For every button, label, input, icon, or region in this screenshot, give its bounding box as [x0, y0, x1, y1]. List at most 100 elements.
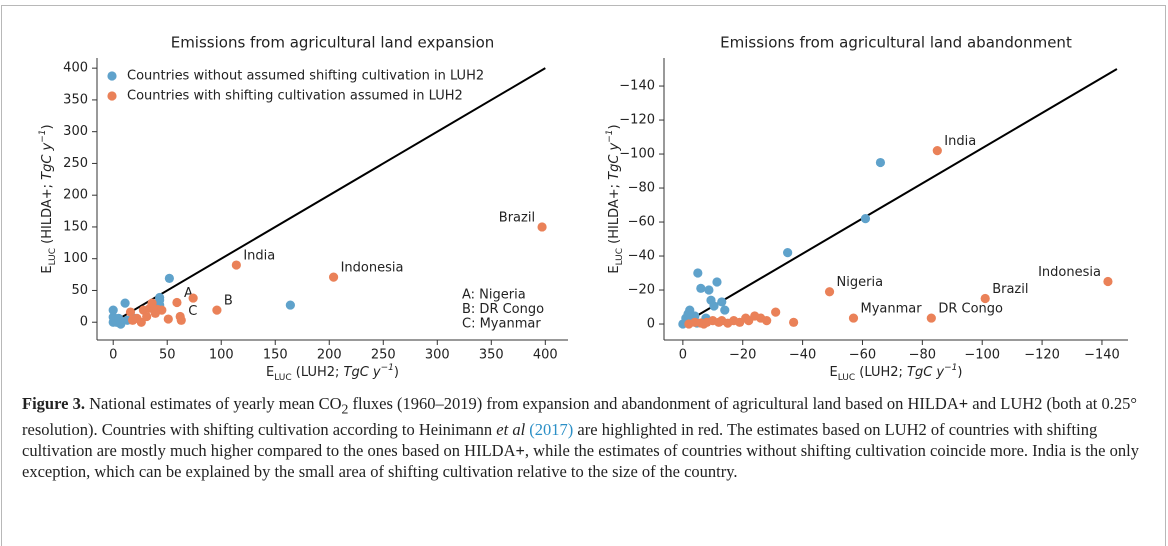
point-label: C — [188, 304, 197, 319]
y-tick-label: −120 — [619, 113, 655, 128]
x-axis-label-part: E — [830, 365, 838, 380]
point — [172, 297, 182, 308]
caption-sub: 2 — [341, 401, 349, 417]
chart-title: Emissions from agricultural land abandon… — [720, 34, 1072, 52]
y-tick-label: 0 — [80, 315, 88, 330]
x-axis-label-part: −1 — [944, 363, 957, 373]
point — [696, 283, 706, 293]
point — [163, 314, 173, 324]
point-label: A — [184, 286, 193, 301]
point-label: Nigeria — [837, 275, 884, 290]
y-axis-label-part: LUC — [615, 248, 625, 265]
caption-text: , while the estimates of countries witho… — [22, 441, 1139, 482]
point — [537, 222, 547, 232]
point — [176, 315, 186, 325]
point — [690, 311, 700, 321]
point — [164, 273, 174, 283]
x-tick-label: 200 — [317, 348, 342, 363]
point — [720, 305, 730, 315]
x-tick-label: −120 — [1024, 348, 1060, 363]
x-axis-label-part: E — [266, 365, 274, 380]
point — [824, 287, 835, 297]
x-axis-label-part: −1 — [381, 363, 394, 373]
note-line: A: Nigeria — [462, 288, 526, 303]
caption-text: are highlighted in red. The estimates ba… — [22, 420, 1098, 461]
point — [926, 313, 936, 323]
point — [328, 272, 339, 282]
x-tick-label: −60 — [849, 348, 876, 363]
x-tick-label: 50 — [159, 348, 176, 363]
y-axis-label-part: (HILDA+; — [607, 180, 622, 248]
legend-marker — [107, 91, 117, 101]
y-tick-label: −80 — [628, 181, 655, 196]
point — [783, 248, 793, 258]
point-label: Myanmar — [860, 302, 922, 317]
x-axis-label-part: ) — [394, 365, 399, 380]
point — [771, 307, 781, 317]
point — [147, 298, 157, 308]
caption-text: and LUH2 (both at 0.25° resolution). Cou… — [22, 394, 1137, 440]
x-axis-label-part: LUC — [838, 373, 855, 383]
note-line: B: DR Congo — [462, 302, 544, 317]
x-axis-label: ELUC (LUH2; TgC y−1) — [830, 363, 963, 383]
point — [762, 316, 772, 326]
point-label: Indonesia — [341, 261, 404, 276]
x-tick-label: −140 — [1084, 348, 1120, 363]
point — [142, 311, 152, 322]
x-axis-label-part: LUC — [274, 373, 291, 383]
y-tick-label: 400 — [63, 61, 88, 76]
y-axis-label: ELUC (HILDA+; TgC y−1) — [38, 124, 58, 273]
point — [108, 305, 118, 315]
x-axis-label: ELUC (LUH2; TgC y−1) — [266, 363, 399, 383]
point — [155, 292, 165, 303]
y-axis-label-part: ) — [40, 124, 55, 129]
x-tick-label: 250 — [371, 348, 396, 363]
point — [212, 305, 222, 315]
y-tick-label: −20 — [628, 283, 655, 298]
point — [848, 313, 859, 323]
x-tick-label: 0 — [679, 348, 687, 363]
x-tick-label: 100 — [209, 348, 234, 363]
caption-citation[interactable]: (2017) — [525, 420, 574, 440]
y-axis-label-part: LUC — [48, 248, 58, 265]
caption-italic: et al — [496, 420, 526, 440]
point — [875, 157, 886, 168]
note-line: C: Myanmar — [462, 317, 541, 332]
legend-marker — [107, 71, 117, 81]
y-tick-label: 200 — [63, 188, 88, 203]
x-axis-label-part: TgC y — [907, 365, 944, 380]
point — [125, 307, 136, 317]
y-axis-label-part: TgC y — [607, 142, 622, 179]
point-label: India — [944, 134, 976, 149]
point — [860, 214, 871, 224]
point — [693, 268, 703, 278]
point — [136, 317, 146, 327]
point — [980, 293, 990, 304]
x-tick-label: 150 — [263, 348, 288, 363]
point — [717, 297, 727, 307]
figure-caption: Figure 3. National estimates of yearly m… — [22, 393, 1142, 482]
y-tick-label: 0 — [647, 317, 655, 332]
x-tick-label: 300 — [425, 348, 450, 363]
point — [709, 301, 719, 311]
x-axis-label-part: ) — [957, 365, 962, 380]
y-tick-label: −100 — [619, 147, 655, 162]
y-axis-label: ELUC (HILDA+; TgC y−1) — [605, 124, 625, 273]
point — [712, 277, 722, 287]
point-label: B — [224, 294, 233, 309]
x-tick-label: 350 — [479, 348, 504, 363]
x-tick-label: 400 — [533, 348, 558, 363]
y-tick-label: −40 — [628, 249, 655, 264]
y-tick-label: 50 — [71, 283, 88, 298]
caption-text: fluxes (1960–2019) from expansion and ab… — [348, 394, 959, 413]
point — [789, 317, 799, 327]
caption-label: Figure 3. — [22, 394, 85, 413]
chart-title: Emissions from agricultural land expansi… — [171, 34, 495, 52]
point — [704, 285, 714, 295]
y-tick-label: 350 — [63, 92, 88, 107]
y-tick-label: −140 — [619, 79, 655, 94]
y-axis-label-part: −1 — [38, 129, 48, 142]
y-tick-label: 100 — [63, 251, 88, 266]
y-tick-label: 300 — [63, 124, 88, 139]
